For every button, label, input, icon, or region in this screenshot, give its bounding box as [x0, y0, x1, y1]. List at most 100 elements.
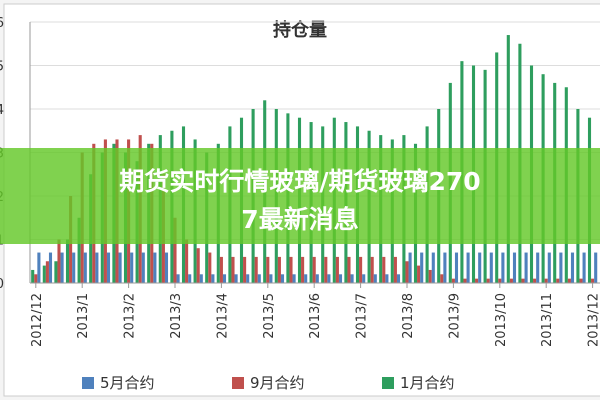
x-tick-label: 2013/6 — [308, 293, 323, 339]
bar — [466, 252, 470, 283]
bar — [533, 278, 537, 283]
bar — [362, 274, 366, 283]
x-tick-label: 2013/5 — [262, 293, 277, 339]
x-tick-label: 2013/3 — [169, 293, 184, 339]
bar — [304, 274, 308, 283]
bar — [324, 256, 328, 283]
legend-label: 5月合约 — [100, 374, 155, 392]
bar — [417, 265, 421, 283]
bar — [594, 252, 598, 283]
bar — [211, 274, 215, 283]
bar — [292, 274, 296, 283]
bar — [257, 274, 261, 283]
bar — [234, 274, 238, 283]
bar — [373, 274, 377, 283]
bar — [570, 252, 575, 283]
bar — [428, 269, 432, 283]
legend-label: 1月合约 — [400, 374, 455, 392]
bar — [347, 256, 351, 283]
bar — [338, 274, 343, 283]
bar — [164, 252, 169, 283]
bar — [196, 248, 200, 283]
bar — [231, 256, 235, 283]
bar — [385, 274, 389, 283]
bar — [130, 252, 134, 283]
bar — [327, 274, 331, 283]
y-tick-label: 4 — [0, 103, 4, 118]
x-tick-label: 2013/11 — [540, 293, 555, 347]
bar — [335, 256, 339, 283]
bar — [60, 252, 64, 283]
bar — [243, 256, 247, 283]
bar — [289, 256, 293, 283]
x-tick-label: 2013/2 — [123, 293, 138, 339]
bar — [199, 274, 203, 283]
bar — [106, 252, 111, 283]
bar — [34, 274, 38, 283]
bar — [512, 252, 517, 283]
x-tick-label: 2013/9 — [447, 293, 462, 339]
bar — [219, 256, 223, 283]
bar — [301, 256, 305, 283]
bar — [486, 278, 490, 283]
bar — [501, 252, 505, 283]
bar — [37, 252, 41, 283]
bar — [269, 274, 273, 283]
bar — [31, 269, 35, 283]
x-tick-label: 2013/12 — [587, 293, 600, 347]
bar — [408, 252, 412, 283]
bar — [556, 278, 560, 283]
bar — [48, 252, 53, 283]
bar — [440, 274, 444, 283]
banner-text: 期货实时行情玻璃/期货玻璃270 — [119, 167, 480, 196]
bar — [118, 252, 122, 283]
bar — [45, 261, 49, 283]
bar — [277, 256, 281, 283]
bar — [544, 278, 548, 283]
bar — [547, 252, 551, 283]
bar — [420, 252, 424, 283]
bar — [509, 278, 513, 283]
bar — [359, 256, 363, 283]
bar — [567, 278, 571, 283]
bar — [141, 252, 145, 283]
bar — [475, 278, 479, 283]
bar — [396, 274, 401, 283]
bar — [498, 278, 502, 283]
bar — [489, 252, 493, 283]
y-tick-label: 5 — [0, 60, 4, 75]
legend-label: 9月合约 — [250, 374, 305, 392]
bar — [591, 278, 595, 283]
bar — [208, 252, 212, 283]
bar — [393, 256, 397, 283]
bar — [188, 274, 192, 283]
x-tick-label: 2013/1 — [76, 293, 91, 339]
x-tick-label: 2013/8 — [401, 293, 416, 339]
bar — [370, 256, 374, 283]
bar — [382, 256, 386, 283]
bar — [57, 239, 61, 283]
chart-title: 持仓量 — [273, 19, 327, 41]
bar — [95, 252, 99, 283]
bar — [153, 252, 157, 283]
bar — [579, 278, 583, 283]
bar — [77, 217, 81, 283]
legend-swatch — [82, 377, 94, 389]
legend-swatch — [382, 377, 394, 389]
bar — [54, 261, 58, 283]
bar — [463, 278, 467, 283]
bar — [173, 217, 177, 283]
bar — [405, 261, 409, 283]
x-tick-label: 2013/7 — [355, 293, 370, 339]
bar — [266, 256, 270, 283]
bar — [536, 252, 540, 283]
bar — [443, 252, 447, 283]
bar — [42, 265, 46, 283]
bar — [246, 274, 250, 283]
bar — [559, 252, 563, 283]
bar — [72, 252, 76, 283]
bar — [454, 252, 459, 283]
bar — [185, 239, 189, 283]
